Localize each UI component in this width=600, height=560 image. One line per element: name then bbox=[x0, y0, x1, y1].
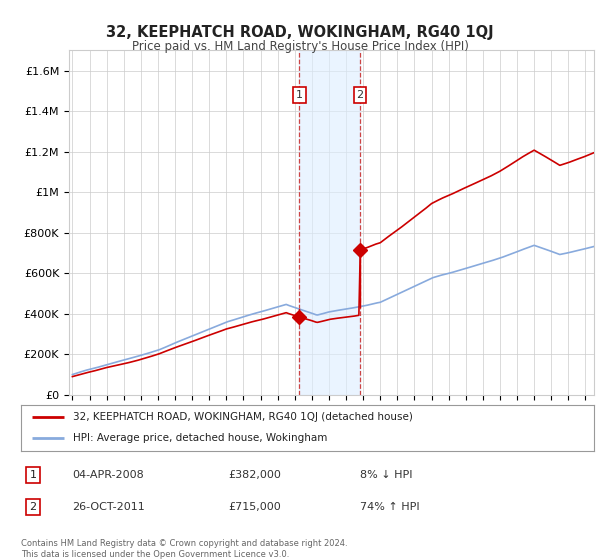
Text: 04-APR-2008: 04-APR-2008 bbox=[72, 470, 144, 480]
Text: 2: 2 bbox=[29, 502, 37, 512]
Bar bbox=[299, 50, 360, 395]
Text: 32, KEEPHATCH ROAD, WOKINGHAM, RG40 1QJ (detached house): 32, KEEPHATCH ROAD, WOKINGHAM, RG40 1QJ … bbox=[73, 412, 412, 422]
Text: £382,000: £382,000 bbox=[228, 470, 281, 480]
Text: 1: 1 bbox=[29, 470, 37, 480]
Text: 1: 1 bbox=[296, 90, 303, 100]
Text: £715,000: £715,000 bbox=[228, 502, 281, 512]
Text: 8% ↓ HPI: 8% ↓ HPI bbox=[360, 470, 413, 480]
Text: HPI: Average price, detached house, Wokingham: HPI: Average price, detached house, Woki… bbox=[73, 433, 327, 444]
Text: Price paid vs. HM Land Registry's House Price Index (HPI): Price paid vs. HM Land Registry's House … bbox=[131, 40, 469, 53]
Text: Contains HM Land Registry data © Crown copyright and database right 2024.
This d: Contains HM Land Registry data © Crown c… bbox=[21, 539, 347, 559]
Text: 74% ↑ HPI: 74% ↑ HPI bbox=[360, 502, 419, 512]
Text: 26-OCT-2011: 26-OCT-2011 bbox=[72, 502, 145, 512]
Text: 32, KEEPHATCH ROAD, WOKINGHAM, RG40 1QJ: 32, KEEPHATCH ROAD, WOKINGHAM, RG40 1QJ bbox=[106, 25, 494, 40]
Text: 2: 2 bbox=[356, 90, 364, 100]
